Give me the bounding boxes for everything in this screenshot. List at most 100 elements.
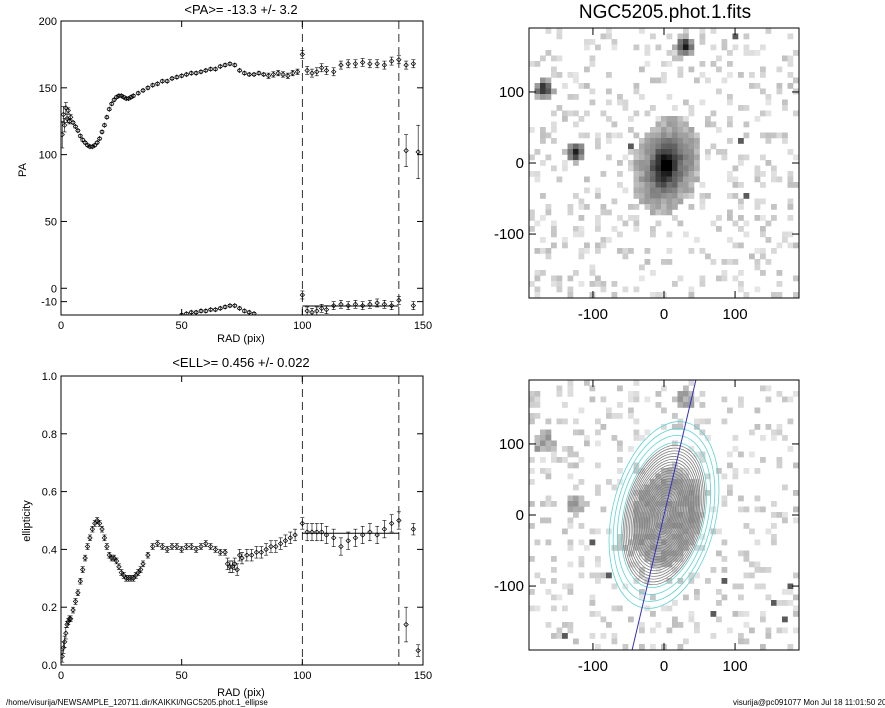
pa-data-point — [381, 62, 388, 68]
pa-data-point — [388, 58, 395, 64]
pa-data-point — [82, 139, 88, 146]
pa-data-point — [396, 297, 402, 303]
pa-data-point — [61, 131, 65, 138]
pa-data-point — [241, 308, 248, 314]
ell-data-point — [287, 535, 293, 541]
img-x-tick-label: -100 — [578, 306, 608, 323]
pa-data-point — [352, 301, 359, 308]
pa-data-point — [169, 75, 175, 82]
ell-data-point — [207, 543, 214, 550]
pa-data-point — [323, 306, 330, 313]
pa-plot-area: 0 50 100 150 0 50 100 150 200 -10 — [39, 16, 433, 332]
iso-pixel-map — [529, 380, 799, 650]
ell-data-point — [282, 538, 289, 544]
ell-data-point — [72, 598, 79, 605]
ell-data-point — [263, 546, 269, 553]
pa-data-point — [128, 94, 134, 100]
pa-data-point — [66, 118, 73, 124]
ell-data-point — [299, 520, 306, 527]
pa-data-point — [222, 62, 228, 68]
pa-x-tick-label: 50 — [176, 320, 188, 332]
pa-y-axis-label: PA — [17, 162, 29, 177]
ell-data-point — [345, 538, 351, 544]
ell-data-point — [169, 543, 175, 550]
pa-data-point — [251, 310, 257, 315]
pa-data-point — [178, 312, 185, 315]
isophote-image-panel: -100 0 100 -100 0 100 — [494, 379, 800, 675]
ell-data-point — [75, 590, 81, 596]
ell-data-point — [359, 532, 366, 538]
ell-data-point — [388, 520, 395, 527]
ell-x-tick-label: 0 — [58, 670, 64, 682]
pa-data-point — [207, 66, 214, 72]
ell-data-point — [212, 546, 219, 553]
footer-timestamp: visurija@pc091077 Mon Jul 18 11:01:50 20… — [733, 698, 885, 707]
pa-data-point — [121, 94, 127, 100]
ell-data-point — [108, 555, 115, 561]
pa-data-point — [203, 67, 209, 74]
ell-data-point — [70, 607, 76, 613]
pa-data-point — [154, 81, 161, 87]
pa-data-point — [318, 65, 325, 71]
pa-data-point — [183, 71, 190, 78]
pa-data-point — [410, 61, 417, 67]
ell-data-point — [116, 564, 122, 570]
iso-major-axis-line — [631, 380, 697, 650]
pa-data-point — [388, 302, 395, 309]
iso-y-tick-label: 100 — [499, 436, 524, 453]
pa-data-point — [314, 69, 320, 75]
pa-data-point — [96, 135, 103, 142]
pa-data-point — [236, 305, 243, 312]
iso-y-tick-label: 0 — [516, 507, 524, 524]
ell-x-axis-label: RAD (pix) — [217, 687, 265, 699]
pa-data-point — [203, 308, 209, 314]
ell-data-point — [304, 529, 310, 535]
pa-data-point — [285, 73, 291, 79]
ell-data-point — [174, 543, 180, 550]
pa-data-point — [87, 143, 93, 150]
pa-data-point — [150, 82, 156, 88]
ell-data-point — [104, 543, 110, 550]
ell-data-point — [94, 517, 100, 524]
ell-data-point — [121, 572, 127, 579]
pa-y-tick-label: 0 — [51, 283, 57, 295]
ell-data-point — [164, 546, 170, 553]
pa-data-point — [410, 302, 417, 309]
pa-data-point — [270, 71, 277, 78]
ell-data-point — [80, 566, 86, 573]
ell-data-points — [61, 511, 421, 663]
pa-data-point — [106, 106, 112, 112]
galaxy-image-panel: NGC5205.phot.1.fits -100 0 100 -100 0 100 — [494, 2, 800, 323]
ell-data-point — [352, 535, 359, 541]
footer-file-path: /home/visurija/NEWSAMPLE_120711.dir/KAIK… — [6, 698, 268, 707]
ell-panel-title: <ELL>= 0.456 +/- 0.022 — [172, 355, 309, 370]
pa-data-point — [403, 147, 409, 154]
ell-y-tick-label: 0.6 — [42, 487, 57, 499]
ell-data-point — [89, 526, 96, 532]
iso-isophote-contours — [608, 380, 720, 650]
ell-data-point — [403, 621, 409, 628]
iso-x-tick-label: 100 — [723, 658, 748, 675]
pa-data-point — [70, 119, 76, 126]
pa-data-point — [67, 114, 74, 120]
pa-data-point — [159, 78, 166, 84]
pa-data-point — [304, 308, 310, 314]
pa-data-point — [232, 302, 238, 309]
pa-x-tick-label: 150 — [414, 320, 432, 332]
pa-data-point — [92, 142, 98, 148]
pa-data-point — [374, 300, 380, 306]
ell-data-point — [96, 520, 103, 527]
ell-data-point — [193, 546, 199, 553]
ell-data-point — [273, 543, 279, 550]
pa-data-point — [381, 301, 388, 308]
iso-x-tick-label: -100 — [578, 658, 608, 675]
pa-x-tick-label: 0 — [58, 320, 64, 332]
pa-data-points — [61, 50, 421, 315]
pa-data-point — [94, 139, 100, 146]
ell-plot-area: 0 50 100 150 0.0 0.2 0.4 0.6 0.8 1.0 — [42, 371, 432, 682]
ell-data-point — [128, 575, 134, 581]
pa-data-point — [304, 67, 310, 74]
pa-data-point — [309, 70, 315, 76]
ell-data-point — [253, 549, 260, 555]
pa-data-point — [374, 61, 380, 67]
